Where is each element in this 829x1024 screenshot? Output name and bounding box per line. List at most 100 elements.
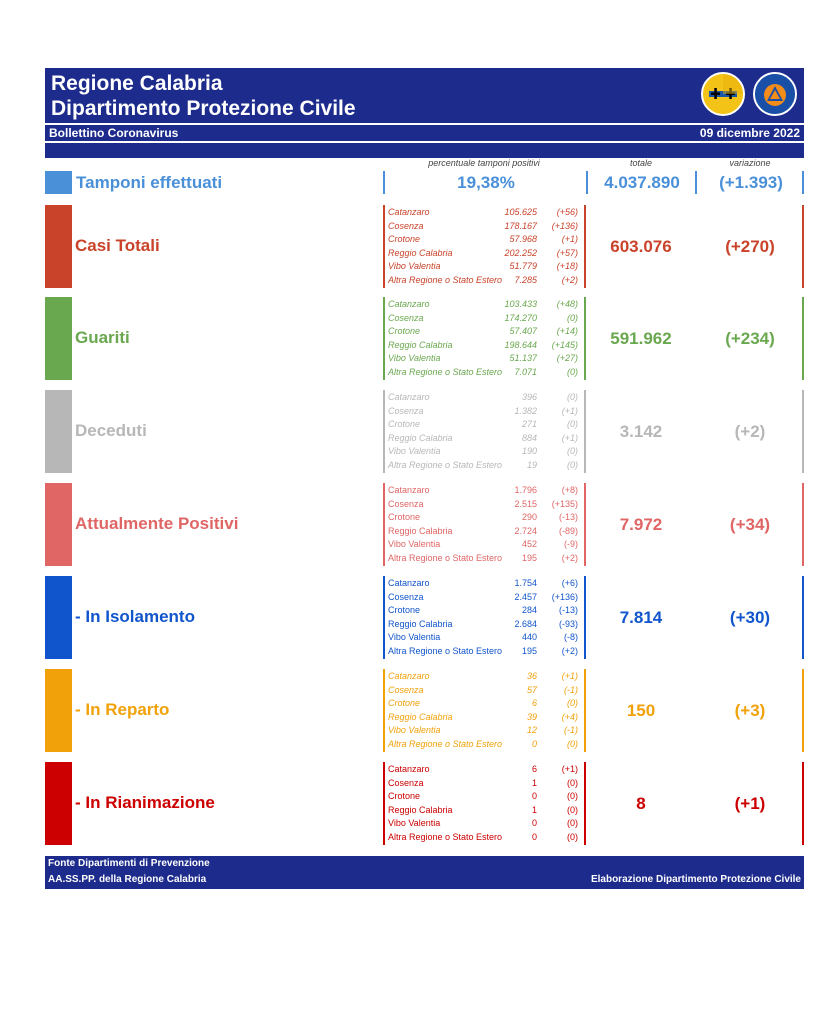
province-value: 51.137 — [509, 353, 537, 364]
province-name: Cosenza — [388, 312, 424, 323]
province-delta: (+1) — [561, 405, 578, 416]
header-title-department: Dipartimento Protezione Civile — [51, 97, 356, 120]
header-banner: Regione Calabria Dipartimento Protezione… — [45, 68, 804, 158]
province-breakdown: Catanzaro 1.754 (+6) Cosenza 2.457 (+136) Crot… — [388, 577, 582, 659]
province-delta: (+8) — [561, 485, 578, 495]
province-value: 2.457 — [514, 591, 537, 602]
province-name: Altra Regione o Stato Estero — [388, 274, 503, 285]
province-delta: (-13) — [558, 605, 578, 616]
province-delta: (+4) — [561, 711, 578, 722]
province-breakdown: Catanzaro 36 (+1) Cosenza 57 (-1) Crotone 6 (0) R… — [388, 670, 582, 752]
province-value: 440 — [521, 632, 537, 643]
province-name: Altra Regione o Stato Estero — [388, 738, 503, 749]
section-total: 591.962 — [610, 329, 672, 348]
province-row: Reggio Calabria 202.252 (+57) — [388, 247, 582, 261]
province-value: 290 — [521, 512, 537, 523]
section-change: (+3) — [734, 701, 766, 720]
province-breakdown: Catanzaro 1.796 (+8) Cosenza 2.515 (+135) Crot… — [388, 484, 582, 566]
section-total: 7.972 — [619, 515, 663, 534]
province-value: 195 — [521, 645, 537, 656]
section-divider — [802, 483, 804, 566]
province-value: 284 — [521, 605, 537, 616]
province-delta: (-8) — [564, 632, 578, 643]
section-divider — [802, 576, 804, 659]
section-divider — [802, 762, 804, 845]
section-change: (+234) — [725, 329, 775, 348]
section-divider — [584, 297, 586, 380]
section-color-block — [45, 669, 72, 752]
province-name: Reggio Calabria — [388, 711, 453, 722]
province-delta: (+14) — [556, 326, 578, 337]
tamponi-divider — [383, 171, 385, 194]
footer-banner: Fonte Dipartimenti di Prevenzione AA.SS.… — [45, 856, 804, 889]
province-name: Cosenza — [388, 498, 424, 509]
section-divider — [383, 205, 385, 288]
province-name: Reggio Calabria — [388, 339, 453, 350]
header-title-region: Regione Calabria — [51, 72, 223, 95]
province-row: Crotone 57.407 (+14) — [388, 325, 582, 339]
section-color-block — [45, 205, 72, 288]
province-row: Cosenza 1.382 (+1) — [388, 405, 582, 419]
province-delta: (+6) — [561, 578, 578, 588]
section-divider — [584, 762, 586, 845]
province-value: 103.433 — [504, 299, 537, 309]
province-row: Crotone 271 (0) — [388, 418, 582, 432]
province-delta: (-9) — [564, 539, 578, 550]
province-value: 57.407 — [509, 326, 537, 337]
section-divider — [584, 390, 586, 473]
province-row: Cosenza 2.457 (+136) — [388, 591, 582, 605]
province-delta: (0) — [567, 419, 578, 430]
province-row: Altra Regione o Stato Estero 7.071 (0) — [388, 366, 582, 380]
province-value: 105.625 — [504, 207, 537, 217]
section-divider — [584, 483, 586, 566]
province-row: Vibo Valentia 51.779 (+18) — [388, 260, 582, 274]
section-label: Casi Totali — [75, 236, 160, 255]
footer-source-line2: AA.SS.PP. della Regione Calabria — [48, 874, 207, 885]
column-header-change: variazione — [729, 158, 771, 168]
tamponi-percent: 19,38% — [457, 173, 515, 192]
section-label: Guariti — [75, 328, 130, 347]
province-row: Catanzaro 396 (0) — [388, 391, 582, 405]
province-row: Catanzaro 1.796 (+8) — [388, 484, 582, 498]
province-value: 0 — [531, 818, 537, 829]
province-value: 57.968 — [509, 234, 537, 245]
province-value: 0 — [531, 738, 537, 749]
calabria-region-emblem-icon — [701, 72, 745, 116]
province-delta: (+135) — [551, 498, 578, 509]
section-change: (+30) — [729, 608, 771, 627]
tamponi-label: Tamponi effettuati — [76, 173, 223, 192]
province-value: 1.754 — [514, 578, 537, 588]
province-delta: (-1) — [564, 684, 578, 695]
protezione-civile-logo-icon — [753, 72, 797, 116]
province-row: Vibo Valentia 12 (-1) — [388, 724, 582, 738]
section-label: - In Reparto — [75, 700, 170, 719]
province-name: Vibo Valentia — [388, 725, 441, 736]
province-row: Altra Regione o Stato Estero 19 (0) — [388, 459, 582, 473]
province-name: Cosenza — [388, 405, 424, 416]
province-name: Vibo Valentia — [388, 539, 441, 550]
province-name: Altra Regione o Stato Estero — [388, 552, 503, 563]
province-name: Crotone — [388, 605, 421, 616]
section-divider — [802, 669, 804, 752]
province-name: Crotone — [388, 791, 421, 802]
province-delta: (0) — [567, 446, 578, 457]
province-value: 174.270 — [504, 312, 537, 323]
section-divider — [584, 669, 586, 752]
section-divider — [383, 669, 385, 752]
province-name: Crotone — [388, 698, 421, 709]
province-delta: (0) — [567, 312, 578, 323]
province-value: 12 — [526, 725, 537, 736]
footer-credit: Elaborazione Dipartimento Protezione Civ… — [590, 874, 801, 885]
tamponi-total: 4.037.890 — [604, 173, 680, 192]
section-color-block — [45, 297, 72, 380]
province-value: 190 — [521, 446, 537, 457]
section-color-block — [45, 576, 72, 659]
province-row: Reggio Calabria 39 (+4) — [388, 711, 582, 725]
province-value: 36 — [526, 671, 537, 681]
province-row: Crotone 6 (0) — [388, 697, 582, 711]
province-delta: (+2) — [561, 645, 578, 656]
province-delta: (+1) — [561, 432, 578, 443]
section-divider — [383, 390, 385, 473]
header-divider-lower — [45, 141, 804, 143]
province-name: Altra Regione o Stato Estero — [388, 831, 503, 842]
